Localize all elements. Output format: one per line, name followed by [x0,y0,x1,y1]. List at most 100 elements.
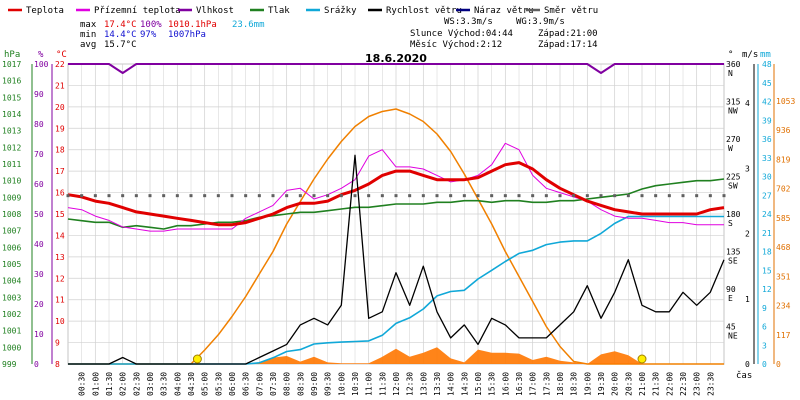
series-wind-direction-point [148,194,152,198]
series-wind-direction-point [134,194,138,198]
axis-tick-time: 03:30 [160,372,169,396]
axis-tick-dir-deg: 90 [726,285,736,294]
stats-min-pressure: 1007hPa [168,30,206,40]
series-wind-direction-point [394,194,398,198]
axis-tick-mm: 33 [762,154,772,163]
axis-tick-time: 15:00 [474,372,483,396]
series-wind-direction-point [162,194,166,198]
series-wind-direction-point [216,194,220,198]
axis-tick-time: 14:30 [460,372,469,396]
legend-label: Náraz větru [474,6,534,16]
axis-tick-degc: 21 [55,81,65,90]
series-wind-direction-point [408,194,412,198]
axis-tick-degc: 9 [55,339,60,348]
stats-min-humidity: 97% [140,30,157,40]
axis-tick-ms: 1 [745,295,750,304]
axis-tick-hpa: 1014 [2,110,21,119]
axis-tick-hpa: 1001 [2,327,21,336]
axis-tick-time: 13:00 [419,372,428,396]
axis-tick-hpa: 1017 [2,60,21,69]
axis-tick-degc: 16 [55,189,65,198]
stats-moonrise: Měsíc Východ:2:12 [410,40,502,50]
axis-tick-dir-deg: 45 [726,323,736,332]
stats-wind-gust: WG:3.9m/s [516,17,565,27]
axis-tick-dir-deg: 225 [726,173,741,182]
axis-tick-pct: 10 [34,330,44,339]
axis-tick-time: 02:00 [119,372,128,396]
axis-tick-mm: 15 [762,266,772,275]
axis-tick-mm: 3 [762,341,767,350]
axis-tick-time: 13:30 [433,372,442,396]
series-wind-direction-point [298,194,302,198]
series-wind-direction-point [722,194,726,198]
axis-tick-time: 20:00 [611,372,620,396]
axis-tick-rad: 702 [776,185,791,194]
axis-tick-pct: 60 [34,180,44,189]
axis-tick-time: 19:30 [597,372,606,396]
axis-tick-pct: 80 [34,120,44,129]
axis-tick-time: 14:00 [447,372,456,396]
axis-tick-pct: 40 [34,240,44,249]
axis-tick-dir-deg: 180 [726,210,741,219]
series-wind-direction-point [531,194,535,198]
series-wind-direction-point [367,194,371,198]
axis-unit-ms: m/s [742,50,758,60]
axis-tick-pct: 30 [34,270,44,279]
axis-tick-rad: 819 [776,155,791,164]
axis-tick-time: 08:30 [296,372,305,396]
axis-tick-mm: 18 [762,248,772,257]
series-wind-direction-point [517,194,521,198]
axis-tick-time: 05:00 [201,372,210,396]
series-wind-direction-point [271,194,275,198]
axis-tick-rad: 234 [776,302,791,311]
axis-tick-time: 23:00 [693,372,702,396]
axis-unit-pct: % [38,50,44,60]
axis-tick-degc: 19 [55,124,65,133]
axis-tick-dir-deg: 315 [726,98,741,107]
series-wind [68,154,725,365]
axis-unit-mm: mm [760,50,771,60]
axis-tick-pct: 0 [34,360,39,369]
axis-tick-ms: 0 [745,360,750,369]
legend-label: Srážky [324,6,357,16]
series-wind-direction-point [93,194,97,198]
series-wind-direction-point [572,194,576,198]
axis-tick-hpa: 1010 [2,177,21,186]
axis-tick-degc: 17 [55,167,65,176]
axis-tick-degc: 14 [55,231,65,240]
axis-tick-hpa: 1004 [2,277,21,286]
stats-max-temp: 17.4°C [104,20,137,30]
axis-tick-time: 07:00 [255,372,264,396]
axis-tick-mm: 45 [762,79,772,88]
series-wind-direction-point [449,194,453,198]
series-wind-direction-point [203,194,207,198]
series-wind-direction-point [613,194,617,198]
axis-tick-hpa: 1003 [2,293,21,302]
axis-tick-time: 12:00 [392,372,401,396]
axis-tick-degc: 22 [55,60,65,69]
stats-min-temp: 14.4°C [104,30,137,40]
stats-sunrise: Slunce Východ:04:44 [410,29,513,39]
axis-tick-time: 01:30 [105,372,114,396]
axis-tick-dir-name: W [728,144,733,153]
series-wind-direction-point [708,194,712,198]
axis-tick-time: 10:30 [351,372,360,396]
axis-tick-time: 18:30 [570,372,579,396]
stats-max-label: max [80,20,97,30]
axis-tick-dir-name: SE [728,257,738,266]
axis-tick-time: 18:00 [556,372,565,396]
axis-tick-degc: 13 [55,253,65,262]
axis-tick-ms: 3 [745,164,750,173]
axis-tick-mm: 9 [762,304,767,313]
axis-tick-time: 17:00 [529,372,538,396]
axis-tick-dir-name: NW [728,107,738,116]
axis-tick-rad: 1053 [776,97,795,106]
axis-tick-mm: 21 [762,229,772,238]
axis-tick-time: 08:00 [283,372,292,396]
axis-tick-hpa: 999 [2,360,17,369]
series-ground-temp [67,142,724,232]
axis-tick-time: 11:00 [365,372,374,396]
axis-tick-hpa: 1012 [2,143,21,152]
